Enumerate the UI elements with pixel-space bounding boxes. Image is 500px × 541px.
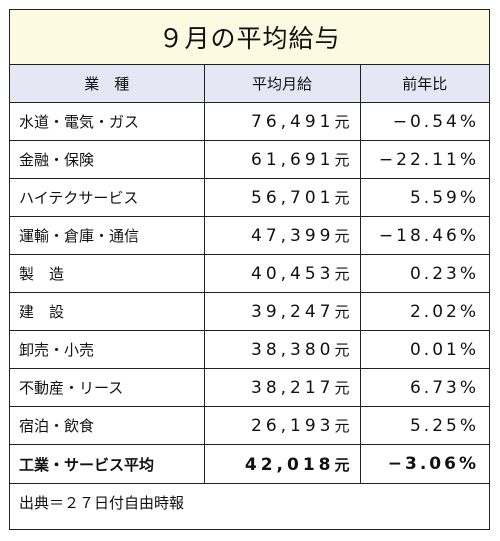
source-note: 出典＝２７日付自由時報 [19, 494, 185, 512]
row-sector: ハイテクサービス [10, 178, 204, 217]
table-row: ハイテクサービス 56,701元 5.59% [10, 178, 489, 217]
salary-unit: 元 [334, 341, 350, 359]
salary-unit: 元 [334, 417, 350, 435]
table-row: 水道・電気・ガス 76,491元 −0.54% [10, 102, 489, 141]
salary-value: 39,247 [251, 302, 335, 322]
row-yoy: 0.23% [359, 254, 489, 293]
row-salary: 38,380元 [203, 330, 360, 369]
salary-unit: 元 [334, 265, 350, 283]
row-sector: 運輸・倉庫・通信 [10, 216, 204, 255]
table-row: 運輸・倉庫・通信 47,399元 −18.46% [10, 216, 489, 255]
row-salary: 47,399元 [203, 216, 360, 255]
salary-unit: 元 [334, 303, 350, 321]
total-salary-unit: 元 [334, 455, 350, 474]
row-salary: 76,491元 [203, 102, 360, 141]
table-row: 金融・保険 61,691元 −22.11% [10, 140, 489, 179]
row-sector: 製 造 [10, 254, 204, 293]
salary-value: 76,491 [251, 112, 335, 132]
row-salary: 38,217元 [203, 368, 360, 407]
row-yoy: 5.25% [359, 406, 489, 445]
table-row: 不動産・リース 38,217元 6.73% [10, 368, 489, 407]
row-salary: 39,247元 [203, 292, 360, 331]
table-row: 宿泊・飲食 26,193元 5.25% [10, 406, 489, 445]
table-row: 製 造 40,453元 0.23% [10, 254, 489, 293]
salary-table-frame: ９月の平均給与 業 種 平均月給 前年比 水道・電気・ガス 76,491元 −0… [9, 9, 490, 530]
row-sector: 宿泊・飲食 [10, 406, 204, 445]
salary-unit: 元 [334, 227, 350, 245]
table-row: 建 設 39,247元 2.02% [10, 292, 489, 331]
total-sector: 工業・サービス平均 [10, 444, 204, 484]
salary-unit: 元 [334, 189, 350, 207]
header-avg-salary: 平均月給 [203, 65, 360, 103]
salary-value: 26,193 [251, 416, 335, 436]
total-salary: 42,018元 [203, 444, 360, 484]
row-yoy: 5.59% [359, 178, 489, 217]
row-sector: 建 設 [10, 292, 204, 331]
header-row: 業 種 平均月給 前年比 [10, 65, 489, 103]
header-sector: 業 種 [10, 65, 204, 103]
row-yoy: −18.46% [359, 216, 489, 255]
total-salary-value: 42,018 [244, 454, 335, 475]
row-salary: 61,691元 [203, 140, 360, 179]
salary-unit: 元 [334, 379, 350, 397]
total-yoy: −3.06% [359, 444, 489, 484]
row-sector: 水道・電気・ガス [10, 102, 204, 141]
table-row: 卸売・小売 38,380元 0.01% [10, 330, 489, 369]
salary-unit: 元 [334, 151, 350, 169]
row-yoy: −0.54% [359, 102, 489, 141]
row-salary: 26,193元 [203, 406, 360, 445]
salary-value: 38,217 [251, 378, 335, 398]
row-sector: 不動産・リース [10, 368, 204, 407]
row-sector: 卸売・小売 [10, 330, 204, 369]
salary-value: 56,701 [251, 188, 335, 208]
total-row: 工業・サービス平均 42,018元 −3.06% [10, 444, 489, 484]
salary-table: 業 種 平均月給 前年比 水道・電気・ガス 76,491元 −0.54% 金融・… [10, 65, 489, 521]
salary-value: 38,380 [251, 340, 335, 360]
salary-unit: 元 [334, 113, 350, 131]
table-title: ９月の平均給与 [10, 10, 489, 65]
row-yoy: 6.73% [359, 368, 489, 407]
salary-value: 47,399 [251, 226, 335, 246]
salary-value: 61,691 [251, 150, 335, 170]
row-yoy: 2.02% [359, 292, 489, 331]
row-salary: 40,453元 [203, 254, 360, 293]
salary-value: 40,453 [251, 264, 335, 284]
header-yoy: 前年比 [359, 65, 489, 103]
row-yoy: 0.01% [359, 330, 489, 369]
row-sector: 金融・保険 [10, 140, 204, 179]
source-row: 出典＝２７日付自由時報 [10, 484, 489, 522]
row-yoy: −22.11% [359, 140, 489, 179]
row-salary: 56,701元 [203, 178, 360, 217]
